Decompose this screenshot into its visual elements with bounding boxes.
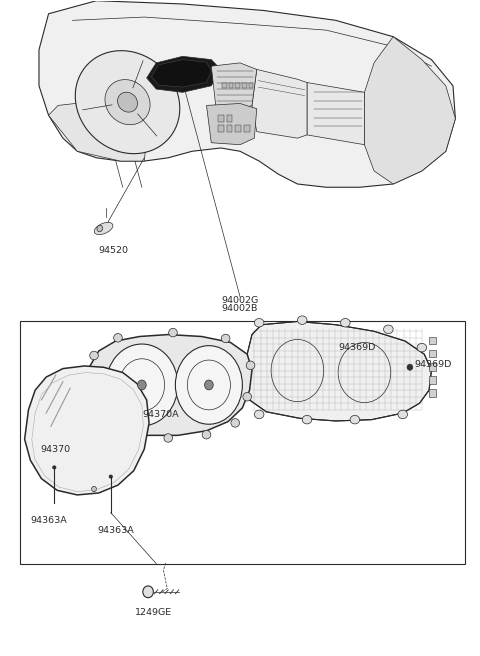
Ellipse shape [126, 430, 134, 439]
Ellipse shape [175, 346, 242, 424]
Polygon shape [429, 363, 436, 371]
Text: 94002B: 94002B [222, 304, 258, 313]
Ellipse shape [407, 364, 413, 370]
Ellipse shape [53, 466, 56, 469]
Polygon shape [152, 60, 211, 87]
Ellipse shape [118, 92, 137, 112]
Ellipse shape [80, 392, 89, 401]
Polygon shape [429, 376, 436, 384]
Polygon shape [429, 337, 436, 344]
Ellipse shape [243, 392, 252, 401]
Ellipse shape [168, 328, 177, 337]
Polygon shape [228, 83, 233, 88]
Polygon shape [218, 125, 224, 132]
Text: 94363A: 94363A [97, 525, 134, 535]
Ellipse shape [350, 415, 360, 424]
Polygon shape [147, 56, 221, 92]
Ellipse shape [254, 319, 264, 327]
Polygon shape [244, 125, 250, 132]
Bar [20, 321, 465, 564]
Polygon shape [84, 335, 252, 436]
Ellipse shape [204, 380, 213, 390]
Ellipse shape [95, 417, 103, 425]
Text: 1249GE: 1249GE [135, 608, 172, 617]
Ellipse shape [92, 486, 96, 491]
Ellipse shape [164, 434, 172, 442]
Ellipse shape [340, 319, 350, 327]
Polygon shape [429, 389, 436, 397]
Polygon shape [252, 70, 307, 138]
Polygon shape [235, 83, 240, 88]
Polygon shape [39, 1, 456, 187]
Ellipse shape [143, 586, 154, 598]
Polygon shape [211, 63, 257, 112]
Polygon shape [48, 102, 147, 161]
Text: 94369D: 94369D [338, 342, 376, 352]
Ellipse shape [417, 343, 427, 352]
Polygon shape [249, 83, 253, 88]
Polygon shape [218, 115, 224, 122]
Ellipse shape [109, 475, 112, 478]
Ellipse shape [97, 225, 103, 232]
Polygon shape [222, 83, 227, 88]
Text: 94002G: 94002G [221, 296, 259, 305]
Polygon shape [429, 350, 436, 358]
Text: 94370: 94370 [41, 445, 71, 453]
Polygon shape [24, 366, 149, 495]
Polygon shape [242, 83, 247, 88]
Polygon shape [364, 37, 456, 184]
Ellipse shape [246, 361, 255, 369]
Ellipse shape [90, 351, 98, 359]
Text: 94520: 94520 [98, 246, 128, 255]
Polygon shape [227, 125, 232, 132]
Polygon shape [235, 125, 241, 132]
Ellipse shape [298, 316, 307, 325]
Ellipse shape [94, 222, 113, 235]
Ellipse shape [384, 325, 393, 333]
Ellipse shape [254, 410, 264, 419]
Polygon shape [206, 104, 257, 145]
Ellipse shape [75, 51, 180, 154]
Ellipse shape [202, 430, 211, 439]
Text: 94369D: 94369D [415, 359, 452, 369]
Polygon shape [244, 321, 432, 421]
Ellipse shape [138, 380, 146, 390]
Ellipse shape [106, 344, 178, 426]
Ellipse shape [221, 334, 230, 342]
Ellipse shape [114, 333, 122, 342]
Ellipse shape [105, 79, 150, 125]
Text: 94370A: 94370A [143, 410, 180, 419]
Ellipse shape [302, 415, 312, 424]
Polygon shape [227, 115, 232, 122]
Text: 94363A: 94363A [30, 516, 67, 525]
Ellipse shape [398, 410, 408, 419]
Ellipse shape [231, 419, 240, 427]
Polygon shape [307, 83, 364, 145]
